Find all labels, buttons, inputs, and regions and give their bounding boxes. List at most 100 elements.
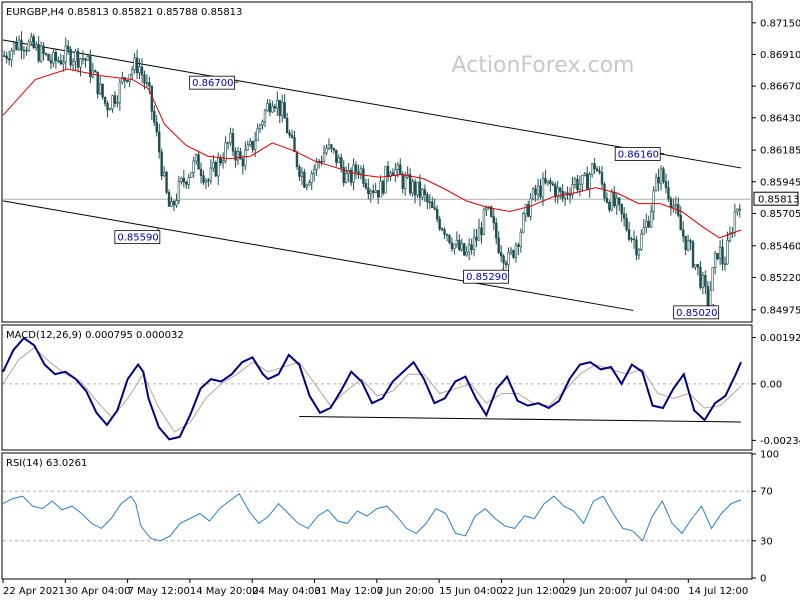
bear-candle <box>113 91 117 108</box>
bull-candle <box>581 175 584 192</box>
bull-candle <box>281 94 284 123</box>
bull-candle <box>192 156 195 178</box>
watermark: ActionForex.com <box>452 53 635 78</box>
bull-candle <box>659 165 663 191</box>
price-annotation: 0.85590 <box>114 228 161 245</box>
candle-body <box>554 184 557 198</box>
candle-body <box>84 58 87 61</box>
bull-candle <box>229 127 232 146</box>
candle-body <box>15 42 18 50</box>
candle-body <box>625 217 628 231</box>
bull-candle <box>507 247 510 270</box>
candle-body <box>263 110 267 123</box>
candle-body <box>130 69 134 75</box>
time-tick-label: 31 May 12:00 <box>315 586 384 597</box>
bear-candle <box>566 186 569 200</box>
bear-candle <box>716 252 719 261</box>
candle-body <box>497 237 500 253</box>
candle-body <box>465 251 468 256</box>
bear-candle <box>517 242 520 256</box>
bear-candle <box>335 149 338 167</box>
candle-body <box>618 197 621 205</box>
bear-candle <box>150 85 154 121</box>
time-tick-label: 22 Jun 12:00 <box>501 586 565 597</box>
bear-candle <box>490 205 493 218</box>
candle-body <box>81 58 85 60</box>
bull-candle <box>305 183 309 191</box>
bear-candle <box>288 129 291 138</box>
candle-body <box>266 103 269 112</box>
candle-body <box>303 171 306 188</box>
bull-candle <box>573 176 577 189</box>
bull-candle <box>145 74 149 89</box>
candle-body <box>290 134 294 138</box>
bear-candle <box>153 105 156 127</box>
candle-body <box>140 66 144 76</box>
candle-body <box>133 57 136 70</box>
bear-candle <box>605 192 609 204</box>
bull-candle <box>404 171 407 196</box>
candle-body <box>71 61 75 66</box>
candle-body <box>662 168 665 182</box>
candle-body <box>126 80 129 82</box>
candle-body <box>645 221 648 228</box>
bear-candle <box>362 164 365 188</box>
candle-body <box>723 263 727 265</box>
bear-candle <box>278 99 281 124</box>
bear-candle <box>435 205 439 223</box>
macd-trendline <box>299 415 742 423</box>
bull-candle <box>531 187 535 201</box>
candle-body <box>342 167 345 184</box>
candle-body <box>35 44 38 49</box>
bear-candle <box>426 191 429 210</box>
bear-candle <box>7 50 11 66</box>
bear-candle <box>662 166 665 184</box>
bear-candle <box>5 51 8 64</box>
time-tick-label: 24 May 04:00 <box>252 586 321 597</box>
time-tick-label: 15 Jun 04:00 <box>439 586 503 597</box>
candle-body <box>615 197 618 207</box>
bull-candle <box>416 181 419 198</box>
candle-body <box>630 238 633 240</box>
candle-body <box>529 198 532 217</box>
candle-body <box>539 185 542 198</box>
bull-candle <box>453 243 456 255</box>
candle-body <box>271 106 274 113</box>
candle-body <box>3 55 6 57</box>
candle-body <box>686 240 690 251</box>
bull-candle <box>108 107 112 111</box>
candle-body <box>5 55 8 60</box>
bull-candle <box>64 37 67 70</box>
candle-body <box>610 192 614 211</box>
candle-body <box>502 255 505 264</box>
candle-body <box>736 208 739 213</box>
candle-body <box>699 266 702 288</box>
bull-candle <box>194 153 198 165</box>
candle-body <box>116 101 119 104</box>
bear-candle <box>438 215 441 232</box>
bear-candle <box>622 207 626 227</box>
bear-candle <box>81 50 85 65</box>
bear-candle <box>470 238 473 255</box>
annotation-box <box>673 305 720 320</box>
candle-body <box>438 218 441 230</box>
candle-body <box>251 140 254 150</box>
candle-body <box>54 52 58 62</box>
candle-body <box>214 162 217 177</box>
candle-body <box>517 244 520 247</box>
candle-body <box>27 41 31 51</box>
bull-candle <box>590 162 594 178</box>
candle-body <box>86 55 90 61</box>
candle-body <box>571 184 574 196</box>
candle-body <box>738 208 741 211</box>
bull-candle <box>204 178 208 190</box>
bull-candle <box>133 53 136 74</box>
candle-body <box>172 201 176 206</box>
bull-candle <box>654 173 658 192</box>
bull-candle <box>12 42 16 56</box>
bull-candle <box>467 238 471 261</box>
candle-body <box>605 197 609 203</box>
bear-candle <box>320 155 323 166</box>
candle-body <box>713 252 717 268</box>
